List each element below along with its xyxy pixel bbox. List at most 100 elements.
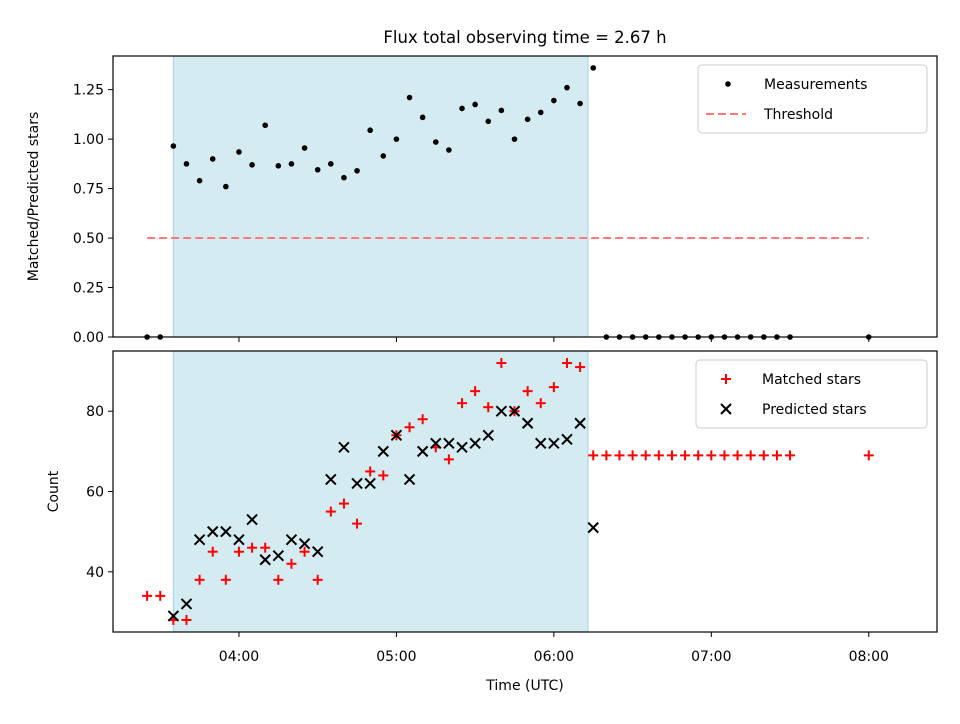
matched-star-marker [535,398,546,409]
marker-stroke [207,525,219,538]
legend-x-icon [720,403,732,415]
matched-star-marker [325,506,336,517]
marker-stroke [495,405,508,417]
measurement-point [262,122,269,129]
predicted-star-marker [338,441,350,454]
measurement-point [288,161,295,167]
matched-star-marker [470,386,481,397]
legend-label: Matched stars [762,372,861,388]
matched-star-marker [338,498,349,509]
matched-star-marker [457,398,468,409]
measurement-point [183,161,190,167]
marker-stroke [259,554,271,566]
measurement-point [380,153,387,159]
matched-star-marker [233,546,244,557]
predicted-star-marker [548,437,560,450]
matched-star-marker [680,450,691,461]
measurement-point [275,163,282,169]
measurement-point [446,147,452,153]
x-tick-label: 05:00 [376,649,416,665]
matched-star-marker [404,422,415,433]
marker-stroke [456,441,468,454]
legend-label: Predicted stars [762,402,867,418]
marker-stroke [285,533,298,546]
y-axis-label: Matched/Predicted stars [26,112,42,282]
top-panel: 0.00 0.25 0.50 0.75 1.00 1.25 Matched/Predicte… [26,55,938,346]
y-tick-label: 0.75 [73,182,104,198]
measurement-point [196,177,203,184]
y-tick-label: 0.25 [73,281,104,297]
matched-star-marker [247,542,258,553]
predicted-star-marker [574,417,586,429]
y-tick-label: 40 [86,565,104,581]
predicted-star-marker [443,437,455,450]
matched-star-marker [299,546,310,557]
predicted-star-marker [233,533,245,546]
legend-box [695,359,928,429]
matched-star-marker [378,470,389,481]
measurement-point [459,105,465,112]
matched-star-marker [312,574,323,585]
marker-stroke [535,437,547,450]
measurement-point [432,139,439,145]
predicted-star-marker [587,521,599,534]
measurement-point [236,149,242,155]
predicted-star-marker [311,546,324,558]
measurement-point [590,65,597,71]
measurement-point [249,162,255,168]
matched-star-marker [666,450,677,461]
matched-star-marker [260,542,271,553]
measurement-point [524,116,531,123]
predicted-star-marker [508,405,521,417]
predicted-star-marker [298,537,311,550]
marker-stroke [364,477,376,490]
matched-star-marker [155,590,166,601]
x-axis-label: Time (UTC) [485,678,563,694]
matched-star-marker [286,558,297,569]
legend-label: Measurements [764,77,867,93]
measurement-point [314,166,321,173]
matched-star-marker [365,466,376,477]
marker-stroke [403,473,416,486]
predicted-star-marker [364,477,376,490]
marker-stroke [377,445,390,458]
bottom-panel: 40 60 80 04:00 05:00 06:00 07:00 08:00 Count Time… [46,350,938,694]
predicted-star-marker [193,533,206,546]
matched-star-marker [719,450,730,461]
measurement-point [393,136,400,142]
predicted-star-marker [482,429,494,442]
measurement-point [537,109,544,116]
measurement-point [223,183,229,190]
measurement-point [341,174,347,181]
measurement-point [328,161,334,167]
predicted-star-marker [207,525,219,538]
marker-stroke [587,521,599,534]
matched-star-marker [745,450,756,461]
matched-star-marker [863,450,874,461]
x-tick-label: 08:00 [849,649,889,665]
matched-star-marker [771,450,782,461]
predicted-star-marker [167,610,180,622]
series-matched-stars [142,358,874,625]
marker-stroke [521,417,534,429]
marker-stroke [325,473,337,486]
marker-stroke [430,437,442,450]
predicted-star-marker [456,441,468,454]
legend-box [697,64,928,134]
matched-star-marker [181,614,192,625]
measurement-point [564,84,570,91]
measurement-point [551,97,557,104]
matched-star-marker [614,450,625,461]
matched-star-marker [207,546,218,557]
predicted-star-marker [180,598,193,610]
matched-star-marker [758,450,769,461]
matched-star-marker [443,454,454,465]
matched-star-marker [483,402,494,413]
matched-star-marker [693,450,704,461]
measurement-point [419,114,426,121]
matched-star-marker [601,450,612,461]
observing-span-shade [172,350,589,633]
matched-star-marker [220,574,231,585]
matched-star-marker [522,386,533,397]
matched-star-marker [417,414,428,425]
